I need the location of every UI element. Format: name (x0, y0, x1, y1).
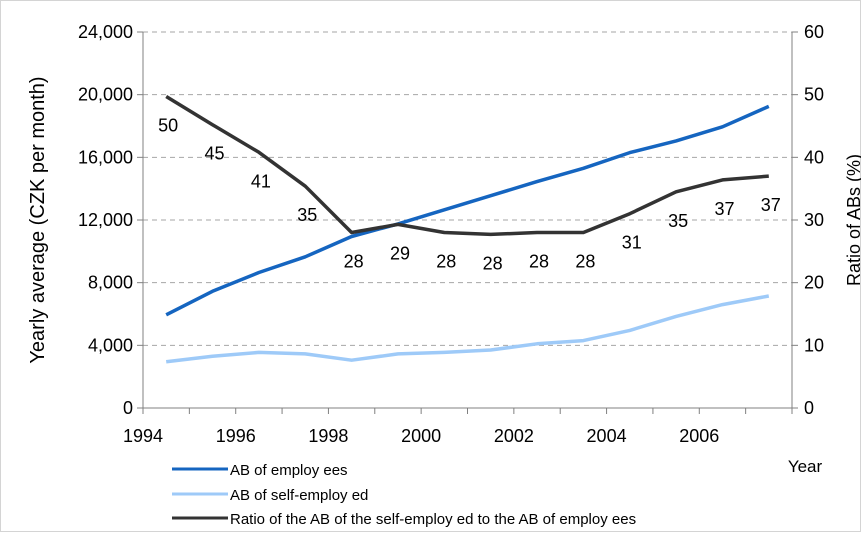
y-tick-label: 24,000 (78, 22, 133, 42)
legend: AB of employ ees AB of self-employ ed Ra… (172, 462, 636, 528)
series-lines (165, 95, 770, 364)
legend-label-employees: AB of employ ees (230, 462, 348, 479)
x-tick-label: 1998 (308, 426, 348, 446)
data-label: 35 (668, 211, 688, 231)
x-tick-label: 2002 (494, 426, 534, 446)
data-label: 28 (575, 252, 595, 272)
x-tick-label: 1996 (216, 426, 256, 446)
y2-tick-label: 60 (804, 22, 824, 42)
y2-tick-label: 50 (804, 85, 824, 105)
x-tick-label: 2006 (679, 426, 719, 446)
y-tick-label: 0 (123, 398, 133, 418)
y2-tick-label: 10 (804, 335, 824, 355)
x-tick-label: 2004 (587, 426, 627, 446)
data-label: 35 (297, 205, 317, 225)
y-axis-title: Yearly average (CZK per month) (27, 76, 49, 363)
data-label: 31 (622, 233, 642, 253)
data-label: 29 (390, 243, 410, 263)
y-tick-label: 4,000 (88, 335, 133, 355)
data-labels: 50 45 41 35 28 29 28 28 28 28 31 35 37 37 (158, 116, 781, 274)
y2-tick-label: 30 (804, 210, 824, 230)
grid-lines (143, 31, 792, 346)
y-tick-label: 12,000 (78, 210, 133, 230)
series-line-1 (165, 294, 770, 364)
legend-item-ratio: Ratio of the AB of the self-employ ed to… (172, 511, 636, 528)
y-tick-label: 16,000 (78, 147, 133, 167)
y-tick-label: 20,000 (78, 85, 133, 105)
x-tick-label: 2000 (401, 426, 441, 446)
data-label: 37 (761, 195, 781, 215)
data-label: 37 (714, 199, 734, 219)
data-label: 28 (529, 252, 549, 272)
series-line-0 (165, 104, 770, 317)
data-label: 28 (483, 253, 503, 273)
data-label: 41 (251, 171, 271, 191)
y-tick-label: 8,000 (88, 273, 133, 293)
data-label: 28 (436, 252, 456, 272)
legend-label-self-employed: AB of self-employ ed (230, 487, 368, 504)
series-line-2 (165, 95, 769, 237)
data-label: 45 (205, 144, 225, 164)
data-label: 50 (158, 116, 178, 136)
axes (137, 31, 798, 414)
y2-tick-label: 20 (804, 273, 824, 293)
y2-tick-label: 0 (804, 398, 814, 418)
legend-label-ratio: Ratio of the AB of the self-employ ed to… (230, 511, 636, 528)
legend-item-self-employed: AB of self-employ ed (172, 487, 368, 504)
x-tick-label: 1994 (123, 426, 163, 446)
y2-tick-label: 40 (804, 147, 824, 167)
y2-axis-title: Ratio of ABs (%) (844, 154, 861, 286)
data-label: 28 (344, 252, 364, 272)
tick-labels: 0 4,000 8,000 12,000 16,000 20,000 24,000 0 10 20… (78, 22, 824, 446)
legend-item-employees: AB of employ ees (172, 462, 348, 479)
x-axis-title: Year (788, 457, 823, 476)
